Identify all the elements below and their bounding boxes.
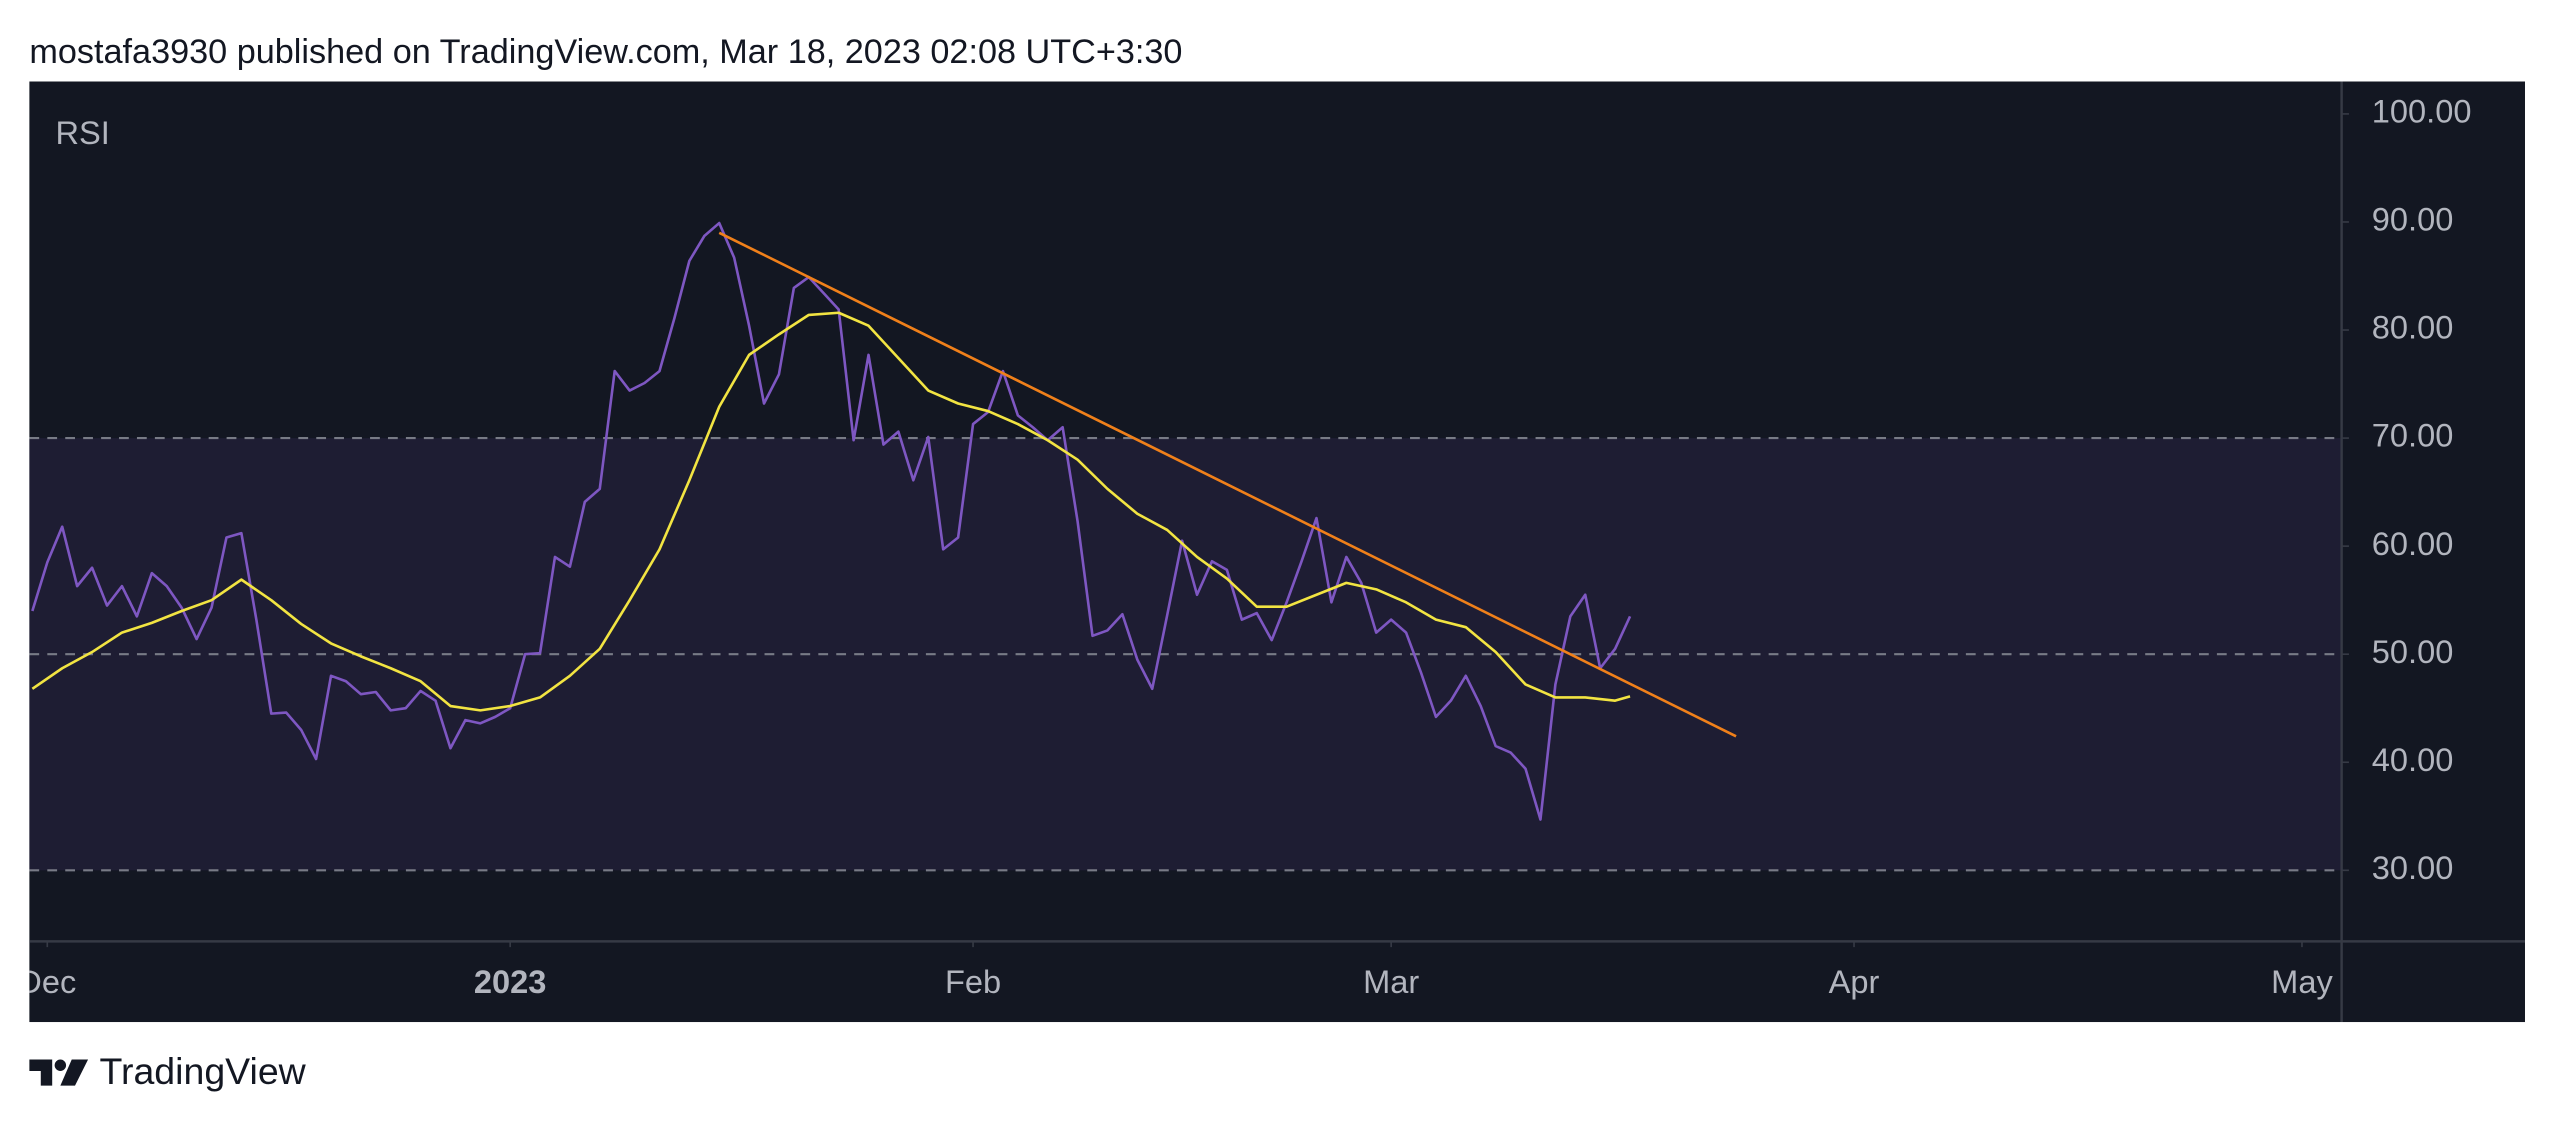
y-tick-label: 30.00 (2372, 849, 2454, 886)
x-tick-label: Mar (1363, 963, 1419, 1000)
y-tick-label: 100.00 (2372, 93, 2472, 130)
x-tick-label: Feb (945, 963, 1001, 1000)
tradingview-logo (29, 1059, 89, 1086)
indicator-label: RSI (55, 114, 109, 151)
x-tick-label: May (2271, 963, 2333, 1000)
y-tick-label: 80.00 (2372, 309, 2454, 346)
plot-area (29, 221, 2341, 872)
footer-brand: TradingView (99, 1050, 306, 1092)
x-tick-label: Apr (1829, 963, 1880, 1000)
y-tick-label: 60.00 (2372, 525, 2454, 562)
x-tick-label: Dec (18, 963, 76, 1000)
y-tick-label: 90.00 (2372, 201, 2454, 238)
time-axis: Dec 2023 Feb Mar Apr May (18, 940, 2333, 1000)
rsi-line (31, 221, 1632, 821)
y-tick-label: 50.00 (2372, 633, 2454, 670)
y-tick-label: 70.00 (2372, 417, 2454, 454)
header-text: mostafa3930 published on TradingView.com… (29, 33, 1182, 71)
x-tick-label: 2023 (474, 963, 547, 1000)
price-axis: 30.00 40.00 50.00 60.00 70.00 80.00 90.00 100.0… (2340, 93, 2472, 886)
series-line (718, 231, 1737, 738)
series-line (31, 311, 1631, 712)
y-tick-label: 40.00 (2372, 741, 2454, 778)
